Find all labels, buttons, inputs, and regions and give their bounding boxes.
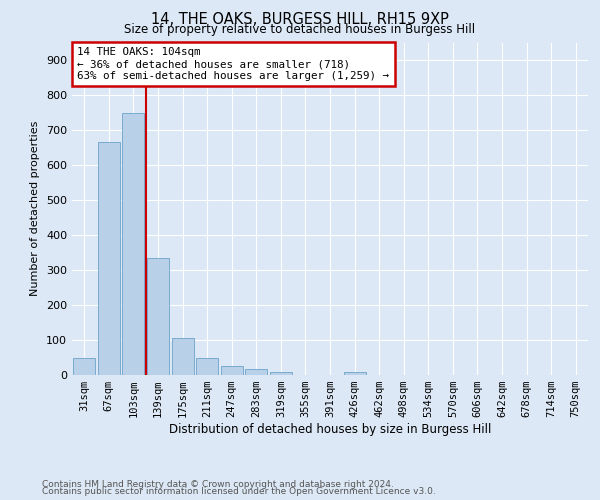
- Text: Contains HM Land Registry data © Crown copyright and database right 2024.: Contains HM Land Registry data © Crown c…: [42, 480, 394, 489]
- Text: 14, THE OAKS, BURGESS HILL, RH15 9XP: 14, THE OAKS, BURGESS HILL, RH15 9XP: [151, 12, 449, 28]
- Bar: [245, 369, 268, 375]
- Bar: [270, 372, 292, 375]
- Bar: [196, 358, 218, 375]
- Bar: [122, 112, 145, 375]
- Bar: [344, 372, 365, 375]
- Bar: [73, 358, 95, 375]
- Bar: [147, 258, 169, 375]
- Bar: [221, 366, 243, 375]
- Text: Size of property relative to detached houses in Burgess Hill: Size of property relative to detached ho…: [124, 22, 476, 36]
- Text: 14 THE OAKS: 104sqm
← 36% of detached houses are smaller (718)
63% of semi-detac: 14 THE OAKS: 104sqm ← 36% of detached ho…: [77, 48, 389, 80]
- Bar: [98, 142, 120, 375]
- X-axis label: Distribution of detached houses by size in Burgess Hill: Distribution of detached houses by size …: [169, 423, 491, 436]
- Bar: [172, 338, 194, 375]
- Text: Contains public sector information licensed under the Open Government Licence v3: Contains public sector information licen…: [42, 487, 436, 496]
- Y-axis label: Number of detached properties: Number of detached properties: [31, 121, 40, 296]
